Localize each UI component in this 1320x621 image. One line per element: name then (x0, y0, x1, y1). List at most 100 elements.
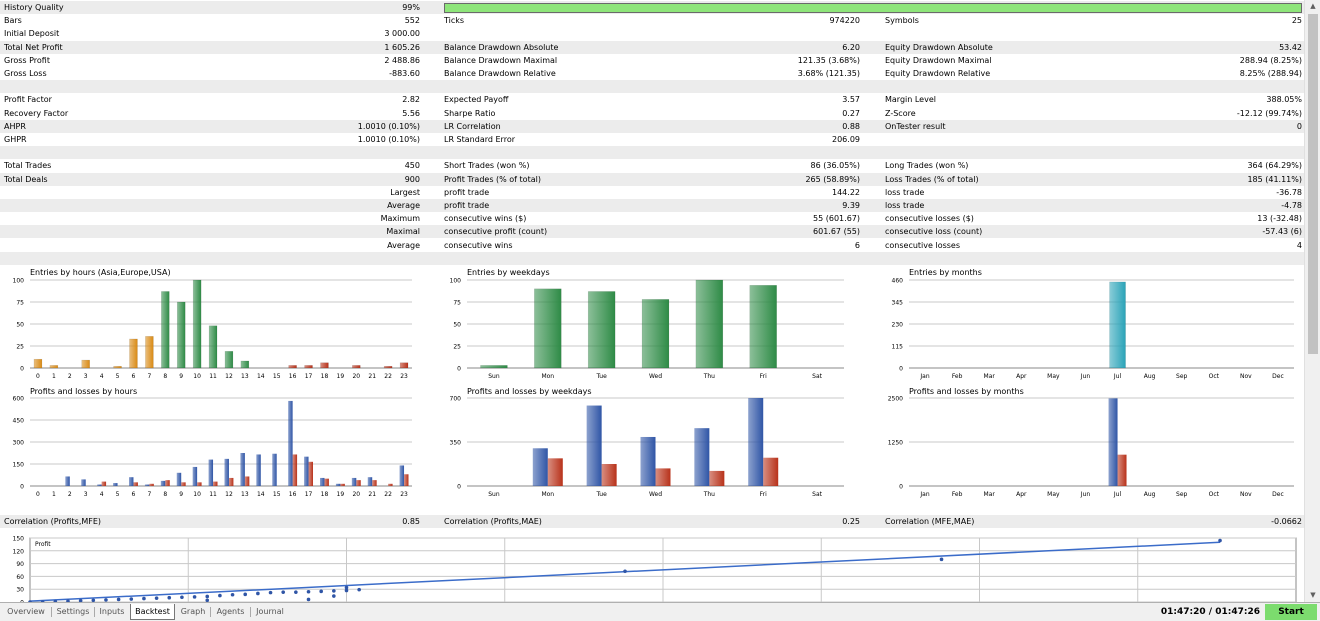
tab-inputs[interactable]: Inputs (99, 607, 125, 616)
stats-row: Correlation (Profits,MFE) 0.85 Correlation… (0, 515, 1304, 528)
x-tick-label: 7 (147, 373, 151, 380)
y-tick-label: 50 (16, 322, 24, 329)
profit-point (230, 592, 235, 597)
profit-point (180, 595, 184, 600)
y-tick-label: 75 (453, 300, 461, 307)
profit-point (306, 597, 311, 602)
y-tick-label: 0 (457, 366, 461, 373)
stat-value: 1.0010 (0.10%) (357, 135, 420, 144)
x-tick-label: Jul (1113, 491, 1122, 498)
tab-agents[interactable]: Agents (216, 607, 245, 616)
x-tick-label: 22 (384, 373, 392, 380)
profit-legend: Profit (35, 541, 51, 548)
stat-value: -0.0662 (1271, 517, 1302, 526)
y-tick-label: 150 (13, 536, 25, 543)
x-tick-label: Nov (1240, 373, 1252, 380)
x-tick-label: 19 (337, 373, 345, 380)
tab-divider (94, 607, 95, 617)
loss-bar (655, 468, 671, 486)
stat-value: 185 (41.11%) (1247, 174, 1302, 184)
stat-value: 6 (854, 240, 860, 250)
bar (534, 288, 562, 369)
stat-value: 364 (64.29%) (1247, 161, 1302, 171)
loss-bar (244, 476, 250, 486)
x-tick-label: 4 (100, 373, 104, 380)
y-tick-label: 25 (453, 344, 461, 351)
loss-bar (133, 482, 138, 486)
profit-point (344, 588, 349, 593)
x-tick-label: 3 (84, 373, 88, 380)
stats-row: Average profit trade 9.39 loss trade -4.78 (0, 199, 1304, 212)
stat-value: Largest (390, 187, 420, 197)
stat-value: Maximum (380, 214, 420, 224)
stat-value: 0.85 (402, 517, 420, 526)
bar (240, 360, 250, 369)
tab-settings[interactable]: Settings (56, 607, 90, 616)
stat-label: Balance Drawdown Relative (444, 69, 556, 78)
loss-bar (165, 480, 170, 486)
x-tick-label: 20 (352, 373, 360, 380)
y-tick-label: 100 (13, 278, 25, 285)
profit-point (66, 599, 70, 602)
y-tick-label: 100 (450, 278, 462, 285)
bar (399, 362, 409, 369)
profit-point (129, 597, 134, 601)
stat-label: Sharpe Ratio (444, 108, 496, 118)
stat-label: Gross Profit (4, 55, 50, 65)
arrow-down-icon[interactable]: ▼ (1310, 591, 1316, 599)
x-tick-label: Jan (919, 373, 929, 380)
bar (161, 291, 170, 369)
stat-value: 900 (404, 174, 420, 184)
x-tick-label: 7 (147, 491, 151, 498)
x-tick-label: May (1047, 373, 1060, 380)
scrollbar-thumb[interactable] (1308, 14, 1318, 354)
x-tick-label: 18 (321, 373, 329, 380)
profit-point (28, 600, 32, 602)
x-tick-label: 3 (84, 491, 88, 498)
backtest-report: History Quality 99% Bars 552 Ticks 974220 Symb… (0, 1, 1304, 602)
bar (749, 285, 777, 369)
profit-bar (640, 436, 656, 486)
y-tick-label: 90 (16, 561, 24, 568)
stat-value: 25 (1291, 16, 1302, 26)
loss-bar (601, 464, 617, 486)
x-tick-label: 10 (193, 491, 201, 498)
x-tick-label: Mar (984, 491, 996, 498)
vertical-scrollbar[interactable]: ▲ ▼ (1304, 0, 1320, 602)
stats-row: Gross Loss -883.60 Balance Drawdown Relati… (0, 67, 1304, 80)
loss-bar (763, 457, 779, 486)
tab-journal[interactable]: Journal (256, 607, 284, 616)
profit-bar (192, 466, 198, 486)
stat-label: profit trade (444, 187, 490, 197)
x-tick-label: 2 (68, 491, 72, 498)
tab-backtest[interactable]: Backtest (130, 604, 175, 620)
stat-value: 2 488.86 (384, 55, 420, 65)
stat-label: Long Trades (won %) (885, 161, 969, 171)
chart-title: Entries by hours (Asia,Europe,USA) (30, 268, 171, 277)
stat-label: OnTester result (885, 121, 946, 131)
stat-value: 3.68% (121.35) (797, 69, 860, 78)
start-button[interactable]: Start (1265, 604, 1317, 620)
loss-bar (547, 458, 563, 486)
x-tick-label: Feb (952, 491, 963, 498)
y-tick-label: 460 (892, 278, 904, 285)
stats-row: Total Net Profit 1 605.26 Balance Drawdown… (0, 40, 1304, 54)
x-tick-label: Fri (760, 373, 767, 380)
stat-label: Correlation (MFE,MAE) (885, 517, 975, 526)
bar (224, 351, 234, 369)
stats-row: Profit Factor 2.82 Expected Payoff 3.57 Marg… (0, 93, 1304, 106)
profit-bar (532, 448, 548, 486)
y-tick-label: 300 (13, 440, 25, 447)
bar (145, 336, 154, 369)
stat-value: 6.20 (842, 42, 860, 52)
chart-title: Entries by months (909, 268, 982, 277)
tab-overview[interactable]: Overview (7, 607, 45, 616)
arrow-up-icon[interactable]: ▲ (1310, 2, 1316, 10)
tab-divider (210, 607, 211, 617)
stat-label: Loss Trades (% of total) (885, 174, 979, 184)
loss-bar (101, 481, 107, 486)
x-tick-label: 17 (305, 373, 313, 380)
stats-row: Maximum consecutive wins ($) 55 (601.67) co… (0, 212, 1304, 225)
tab-graph[interactable]: Graph (180, 607, 206, 616)
x-tick-label: 10 (193, 373, 201, 380)
